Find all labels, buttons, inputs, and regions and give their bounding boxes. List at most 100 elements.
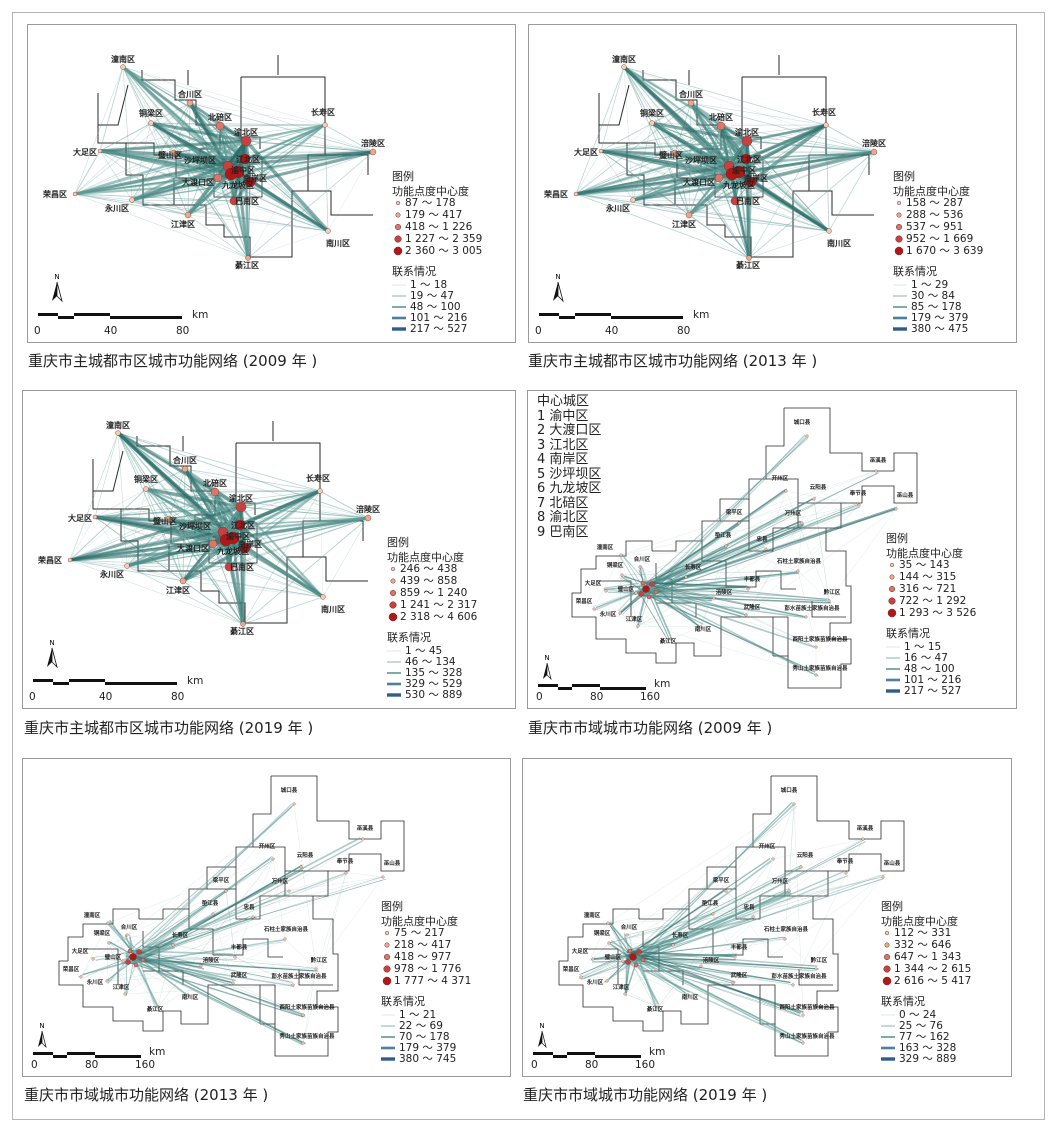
connection-class-label: 329 ～ 889 (899, 1053, 957, 1065)
network-link (131, 199, 249, 259)
node-shizhu (283, 937, 287, 941)
label-wuxi: 巫溪县 (857, 824, 874, 832)
network-link (642, 585, 747, 616)
central-district-item: 4 南岸区 (537, 452, 589, 467)
legend-node-swatch (383, 965, 391, 973)
network-link (797, 504, 860, 572)
node-changshou (322, 122, 328, 128)
label-banan: 巴南区 (230, 562, 254, 572)
node-wulong (744, 613, 748, 617)
node-chengkou (805, 434, 809, 438)
centrality-class-label: 87 ～ 178 (405, 197, 456, 209)
network-link (619, 612, 639, 627)
label-wuxi: 巫溪县 (870, 456, 887, 464)
centrality-class-label: 1 241 ～ 2 317 (400, 599, 478, 611)
network-link (117, 432, 170, 520)
node-wanzhou (287, 889, 291, 893)
network-link (575, 193, 634, 201)
node-yongchuan (105, 979, 109, 983)
node-chengkou (292, 802, 296, 806)
centrality-class-label: 179 ～ 417 (405, 209, 463, 221)
node-yongchuan (129, 197, 135, 203)
network-link (94, 516, 184, 582)
network-link (131, 889, 227, 953)
node-kaizhou (271, 857, 275, 861)
network-link (94, 491, 216, 518)
network-link (129, 942, 173, 957)
label-rongchang: 荣昌区 (575, 597, 593, 605)
network-link (300, 866, 384, 878)
network-link (117, 432, 369, 519)
network-link (69, 559, 128, 567)
network-link (635, 801, 793, 963)
network-link (623, 66, 875, 153)
boundary-line (139, 776, 272, 920)
label-yongchuan: 永川区 (599, 610, 617, 618)
scale-label-mid: 80 (585, 1059, 599, 1071)
network-link-strong (245, 140, 374, 153)
network-link (225, 890, 236, 958)
label-dazu: 大足区 (574, 147, 598, 157)
network-link (95, 949, 134, 961)
node-central (625, 959, 631, 965)
network-link-strong (227, 165, 249, 259)
node-jiangjin (179, 577, 187, 585)
network-link-strong (181, 530, 225, 583)
label-rongchang: 荣昌区 (62, 965, 80, 973)
node-hechuan (638, 565, 642, 569)
network-link (813, 498, 830, 602)
label-bishan: 璧山区 (153, 516, 177, 526)
legend-node-swatch (394, 235, 402, 243)
network-link (80, 922, 109, 978)
network-link (825, 124, 875, 153)
network-link (107, 921, 134, 953)
centrality-class-label: 75 ～ 217 (394, 927, 445, 939)
scale-label-mid: 80 (85, 1059, 99, 1071)
network-link (619, 554, 622, 614)
network-link-strong (150, 121, 247, 143)
label-zhong: 忠县 (743, 903, 755, 911)
network-link (242, 517, 369, 625)
network-link (580, 960, 624, 978)
network-link (738, 470, 877, 524)
network-link (69, 559, 184, 582)
node-banan (229, 196, 239, 206)
central-district-item: 5 沙坪坝区 (537, 466, 602, 482)
network-link (74, 193, 189, 216)
network-link (592, 958, 689, 996)
legend-node-swatch (887, 608, 897, 618)
label-wushan: 巫山县 (884, 859, 901, 867)
legend-node-swatch (390, 566, 396, 572)
network-link (624, 993, 659, 1008)
legend-node-swatch (389, 589, 397, 597)
network-link (626, 803, 795, 936)
legend-node-swatch (383, 953, 391, 961)
network-link (99, 150, 133, 201)
network-link (319, 490, 324, 598)
node-rongchang (573, 191, 579, 197)
network-link (106, 922, 109, 982)
central-district-item: 3 江北区 (537, 437, 589, 453)
network-link (134, 893, 287, 956)
node-wulong (731, 981, 735, 985)
label-chengkou: 城口县 (794, 418, 811, 426)
node-central (640, 957, 646, 963)
network-link-strong (126, 531, 224, 567)
label-wulong: 武隆区 (731, 971, 748, 979)
node-fengjie (844, 871, 848, 875)
centrality-class-label: 1 227 ～ 2 359 (405, 233, 483, 245)
node-zhong (251, 915, 255, 919)
network-link (620, 554, 702, 628)
network-link (182, 517, 369, 582)
network-link (592, 858, 774, 960)
scale-bar (33, 679, 177, 685)
node-fengjie (344, 871, 348, 875)
network-link (187, 214, 329, 232)
label-yongchuan: 永川区 (586, 978, 604, 986)
central-districts-title: 中心城区 (537, 394, 590, 409)
network-link (126, 565, 244, 625)
network-link (284, 938, 317, 970)
network-link (792, 876, 884, 986)
label-tongnan: 潼南区 (597, 543, 614, 551)
